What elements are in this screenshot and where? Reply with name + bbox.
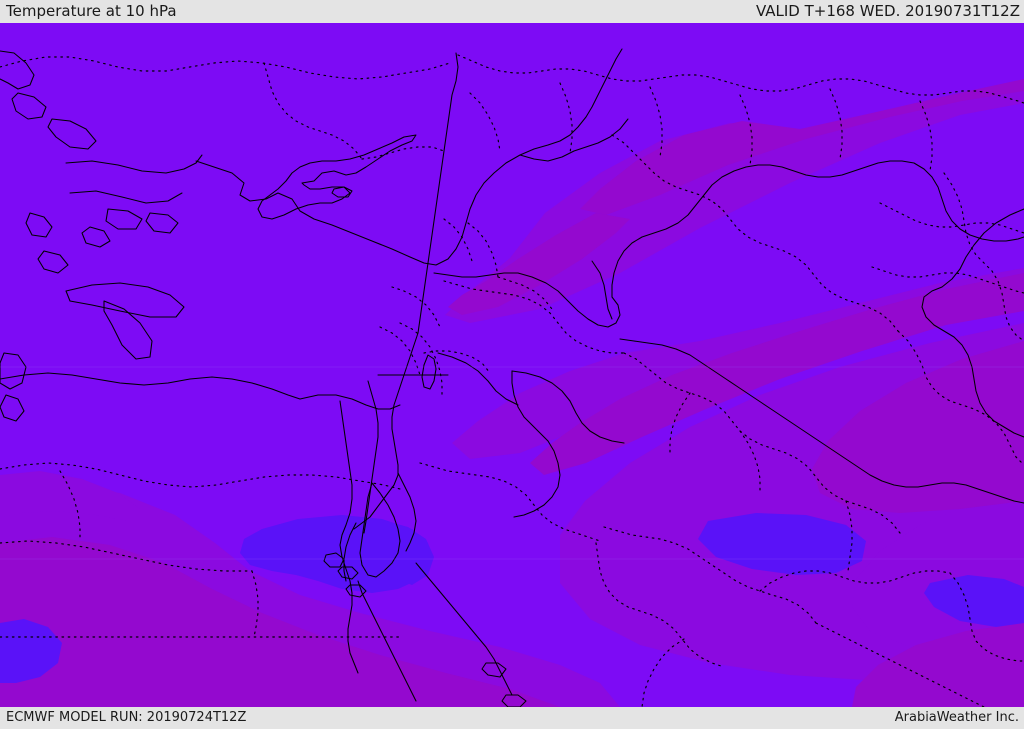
temperature-band-purple-southwest-lobe — [0, 471, 140, 521]
page-title: Temperature at 10 hPa — [6, 2, 177, 20]
temperature-band-magenta-levant-tail — [448, 213, 630, 315]
model-run-label: ECMWF MODEL RUN: 20190724T12Z — [6, 710, 247, 725]
temperature-band-magenta-northeast — [580, 79, 1024, 215]
temperature-band-purple-east — [445, 83, 1024, 323]
temperature-band-magenta-south — [0, 537, 560, 707]
latitude-guide-lines — [0, 366, 1024, 560]
map-render — [0, 23, 1024, 707]
provider-credit-label: ArabiaWeather Inc. — [894, 710, 1019, 725]
temperature-band-magenta-east-edge — [812, 341, 1024, 513]
border-layer — [0, 54, 1024, 707]
header-bar: Temperature at 10 hPa VALID T+168 WED. 2… — [0, 0, 1024, 23]
temperature-band-magenta-central — [530, 273, 1024, 475]
temperature-band-blue-east-lower — [924, 575, 1024, 627]
coastline-layer — [0, 48, 1024, 707]
valid-time-label: VALID T+168 WED. 20190731T12Z — [755, 2, 1020, 20]
temperature-band-magenta-southeast-corner — [852, 623, 1024, 707]
footer-bar: ECMWF MODEL RUN: 20190724T12Z ArabiaWeat… — [0, 707, 1024, 729]
temperature-band-blue-southeast — [698, 513, 866, 575]
temperature-band-blue-southwest — [0, 619, 62, 683]
temperature-band-blue-sinai — [240, 515, 430, 593]
map-canvas[interactable] — [0, 23, 1024, 707]
